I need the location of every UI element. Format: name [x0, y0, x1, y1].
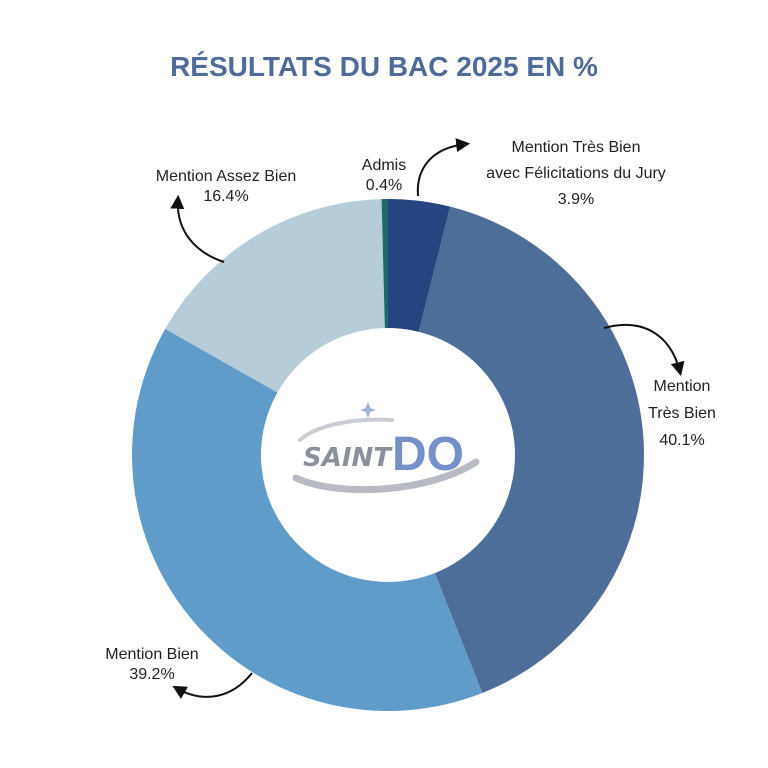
slice-name-label: Mention Bien	[105, 646, 198, 663]
slice-value-label: 39.2%	[129, 666, 174, 683]
slice-label-4: Admis 0.4%	[362, 157, 406, 194]
slice-value-label: 16.4%	[203, 188, 248, 205]
arrow-icon-2	[172, 672, 253, 699]
logo-swoosh	[292, 458, 480, 494]
slice-name-label: Mention Assez Bien	[156, 168, 297, 185]
slice-value-label: 0.4%	[366, 177, 402, 194]
slice-label-0: Mention Très Bien avec Félicitations du J…	[486, 139, 666, 208]
arrow-icon-1	[603, 323, 685, 377]
slice-label-3: Mention Assez Bien 16.4%	[156, 168, 297, 205]
slice-name-label: Très Bien	[648, 405, 716, 422]
logo-do-text: DO	[392, 428, 464, 481]
slice-name-label: Mention	[654, 378, 711, 395]
logo-swoosh-inner	[298, 417, 394, 442]
arrow-icon-3	[170, 194, 225, 263]
slice-value-label: 40.1%	[659, 432, 704, 449]
arrow-icon-0	[416, 138, 471, 197]
chart-title: RÉSULTATS DU BAC 2025 EN %	[170, 51, 598, 82]
center-logo: SAINT DO	[292, 402, 480, 494]
slice-label-2: Mention Bien 39.2%	[105, 646, 198, 683]
leader-arrows	[170, 138, 685, 699]
slice-value-label: 3.9%	[558, 191, 594, 208]
slice-name-label: Mention Très Bien	[512, 139, 641, 156]
slice-name-label: Admis	[362, 157, 406, 174]
donut-slice-1	[388, 206, 644, 694]
logo-saint-text: SAINT	[303, 443, 393, 473]
slice-labels: Mention Très Bien avec Félicitations du J…	[105, 139, 716, 683]
donut-hole	[261, 328, 515, 582]
slice-label-1: Mention Très Bien 40.1%	[648, 378, 716, 449]
slice-name-label: avec Félicitations du Jury	[486, 165, 666, 182]
sparkle-icon	[360, 402, 376, 418]
